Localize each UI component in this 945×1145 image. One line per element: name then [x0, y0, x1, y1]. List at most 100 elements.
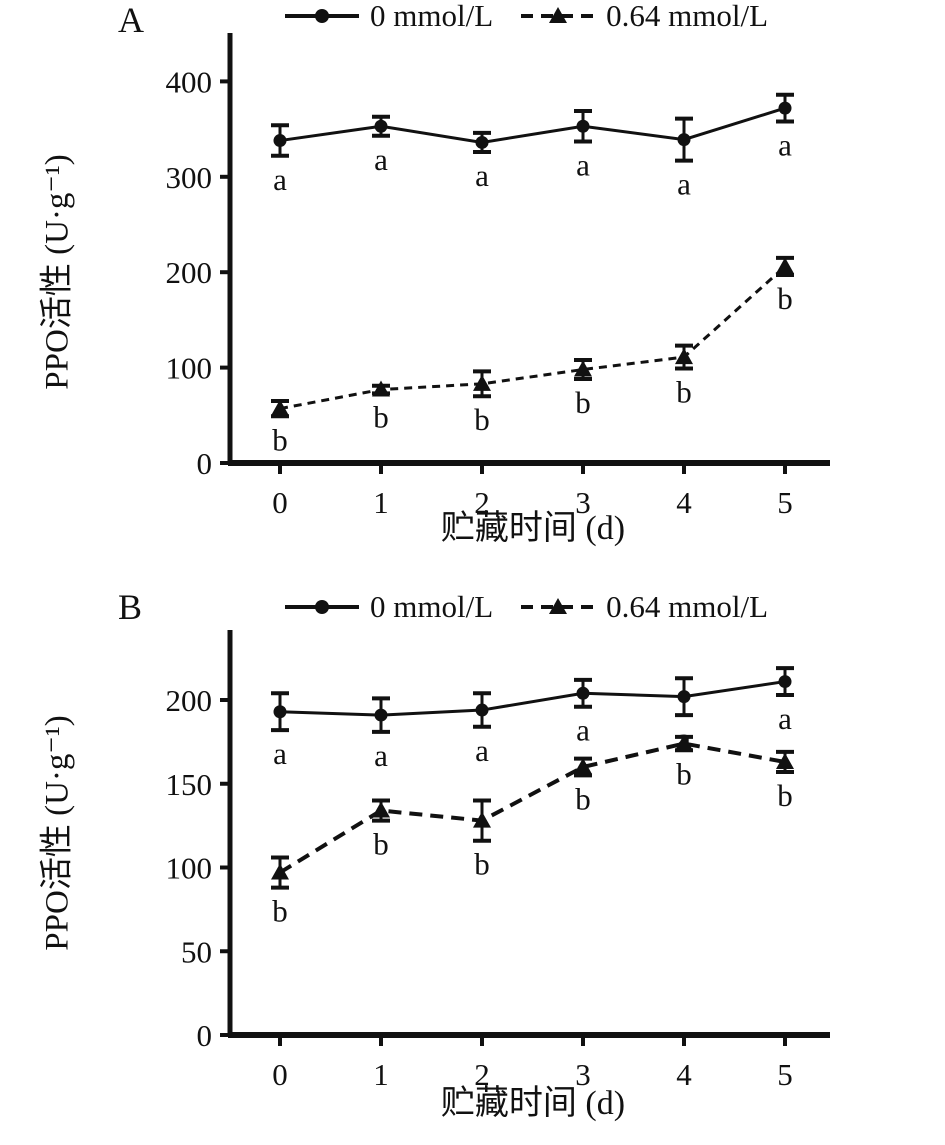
significance-letter: a	[273, 736, 287, 771]
chart-b-plot: 050100150200012345aaaaaabbbbbb	[166, 630, 830, 1092]
x-tick-label: 5	[777, 485, 793, 520]
triangle-marker	[574, 758, 592, 774]
significance-letter: a	[576, 713, 590, 748]
significance-letter: a	[374, 142, 388, 177]
circle-marker	[576, 686, 590, 700]
panel-b-letter: B	[118, 587, 143, 627]
panel-a: 0 100 200 300 400 0 1 2 3 4 5 a a a a a a b b b b b b A 0 mmol…	[39, 0, 830, 547]
significance-letter: a	[273, 162, 287, 197]
y-tick-label: 0	[197, 1018, 213, 1053]
legend-label-064mmol: 0.64 mmol/L	[606, 589, 769, 624]
triangle-marker	[473, 811, 491, 828]
legend-item-0mmol: 0 mmol/L	[283, 591, 493, 622]
x-axis-label-a: 贮藏时间 (d)	[440, 510, 626, 547]
x-tick-label: 2	[474, 1057, 490, 1092]
series-line	[278, 741, 786, 875]
significance-letter: b	[777, 778, 793, 813]
series-0-64-mmol-L: b b b b b b	[271, 255, 794, 457]
circle-marker	[778, 101, 792, 115]
circle-marker	[273, 705, 287, 719]
y-axis-label-b: PPO活性 (U·g⁻¹)	[39, 715, 76, 951]
circle-marker	[475, 135, 489, 149]
triangle-marker	[372, 380, 390, 397]
circle-marker	[576, 119, 590, 133]
circle-marker	[778, 675, 792, 689]
significance-letter: b	[676, 756, 692, 791]
significance-letter: a	[475, 733, 489, 768]
x-tick-label: 1	[373, 1057, 389, 1092]
series-0-64-mmol-L: b b b b b b	[271, 734, 794, 929]
x-tick-label: 4	[676, 485, 692, 520]
triangle-marker	[574, 360, 592, 377]
legend-a: 0 mmol/L 0.64 mmol/L	[283, 0, 768, 31]
x-tick-label: 3	[575, 1057, 591, 1092]
legend-item-064mmol: 0.64 mmol/L	[519, 591, 768, 622]
solid-line-circle-marker-icon	[285, 599, 359, 614]
significance-letter: b	[272, 894, 288, 929]
axes: 0 100 200 300 400 0 1 2 3 4 5	[166, 33, 830, 520]
triangle-marker	[372, 801, 390, 818]
x-axis-label-b: 贮藏时间 (d)	[440, 1085, 626, 1122]
y-tick-label: 150	[166, 767, 213, 802]
x-tick-label: 2	[474, 485, 490, 520]
circle-marker	[677, 690, 691, 704]
significance-letter: a	[778, 127, 792, 162]
x-tick-label: 1	[373, 485, 389, 520]
legend-label-0mmol: 0 mmol/L	[370, 589, 494, 624]
series-line	[279, 265, 787, 411]
y-tick-label: 100	[166, 351, 213, 386]
significance-letter: b	[777, 281, 793, 316]
legend-item-0mmol: 0 mmol/L	[283, 0, 493, 31]
significance-letter: a	[576, 148, 590, 183]
series-line	[279, 680, 786, 717]
dashed-line-triangle-marker-icon	[521, 597, 596, 614]
y-tick-label: 0	[197, 446, 213, 481]
circle-marker	[374, 119, 388, 133]
circle-marker	[374, 708, 388, 722]
y-tick-label: 50	[181, 934, 212, 969]
legend-label-0mmol: 0 mmol/L	[370, 0, 494, 33]
panel-b: 050100150200012345aaaaaabbbbbb B 0 mmol/…	[0, 573, 945, 1145]
triangle-marker	[271, 863, 289, 880]
significance-letter: a	[677, 167, 691, 202]
significance-letter: b	[474, 402, 490, 437]
circle-marker	[475, 703, 489, 717]
significance-letter: a	[778, 701, 792, 736]
legend-label-064mmol: 0.64 mmol/L	[606, 0, 769, 33]
axes: 0 50 100 150 200 0 1 2 3 4 5	[166, 630, 830, 1092]
x-tick-label: 5	[777, 1057, 793, 1092]
triangle-marker	[675, 348, 693, 365]
y-tick-label: 200	[166, 255, 213, 290]
significance-letter: b	[373, 827, 389, 862]
significance-letter: b	[272, 422, 288, 457]
series-0-mmol-L: a a a a a a	[271, 92, 794, 202]
y-tick-label: 100	[166, 851, 213, 886]
triangle-marker	[776, 257, 794, 274]
significance-letter: b	[575, 385, 591, 420]
chart-a-plot: 0 100 200 300 400 0 1 2 3 4 5 a a a a a a b b b b b b	[166, 33, 830, 520]
circle-marker	[677, 133, 691, 147]
x-tick-label: 4	[676, 1057, 692, 1092]
x-tick-label: 3	[575, 485, 591, 520]
dashed-line-triangle-marker-icon	[521, 6, 596, 23]
significance-letter: b	[474, 847, 490, 882]
significance-letter: b	[575, 781, 591, 816]
triangle-marker	[473, 374, 491, 391]
legend-b: 0 mmol/L 0.64 mmol/L	[283, 591, 768, 622]
legend-item-064mmol: 0.64 mmol/L	[519, 0, 768, 31]
significance-letter: a	[475, 158, 489, 193]
triangle-marker	[675, 734, 693, 751]
panel-a-letter: A	[118, 0, 144, 40]
y-tick-label: 400	[166, 64, 213, 99]
triangle-marker	[776, 752, 794, 769]
significance-letter: a	[374, 738, 388, 773]
triangle-marker	[271, 399, 289, 416]
y-axis-label-a: PPO活性 (U·g⁻¹)	[39, 154, 76, 390]
significance-letter: b	[676, 375, 692, 410]
series-line	[279, 106, 786, 144]
x-tick-label: 0	[272, 485, 288, 520]
y-tick-label: 200	[166, 683, 213, 718]
y-tick-label: 300	[166, 160, 213, 195]
